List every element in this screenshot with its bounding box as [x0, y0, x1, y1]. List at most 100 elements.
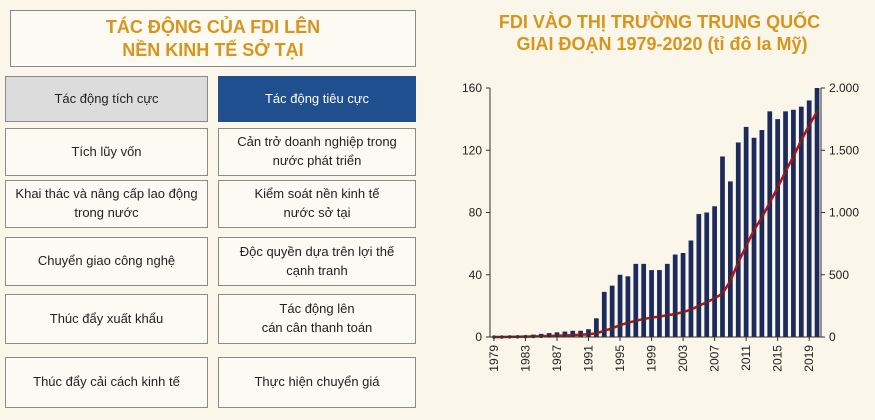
impact-cell: Chuyển giao công nghệ [5, 237, 208, 286]
line-marker [657, 314, 662, 319]
line-marker [681, 310, 685, 314]
bar [743, 126, 749, 337]
line-marker [697, 304, 701, 308]
impact-cell: Thực hiện chuyển giá [218, 357, 416, 408]
bar [767, 111, 773, 337]
line-marker [720, 291, 725, 296]
bar [649, 270, 654, 337]
bar [664, 263, 670, 337]
line-marker [704, 300, 709, 304]
y-tick-label: 120 [462, 143, 482, 157]
line-marker [799, 138, 804, 143]
y-tick-label: 80 [469, 206, 483, 220]
bar [704, 212, 710, 337]
line-marker [728, 279, 733, 283]
line-marker [673, 312, 678, 316]
y2-tick-label: 2.000 [829, 81, 859, 95]
bar [751, 137, 757, 337]
line-marker [602, 328, 607, 333]
line-marker [649, 315, 654, 320]
bar [672, 254, 678, 337]
y-tick-label: 0 [475, 330, 482, 344]
impact-cell: Thúc đẩy xuất khẩu [5, 294, 208, 344]
x-tick-label: 2003 [676, 345, 690, 372]
line-marker [712, 296, 717, 301]
impact-cell: Tác động lên cán cân thanh toán [218, 294, 416, 344]
bar [775, 119, 781, 337]
line-marker [665, 313, 670, 318]
chart-title: FDI VÀO THỊ TRƯỜNG TRUNG QUỐC GIAI ĐOẠN … [499, 11, 825, 54]
header-positive: Tác động tích cực [5, 76, 208, 122]
line-marker [767, 200, 772, 205]
impact-cell: Khai thác và nâng cấp lao động trong nướ… [5, 180, 208, 228]
bar [594, 318, 599, 337]
x-tick-label: 1991 [582, 345, 596, 372]
bar [814, 88, 820, 337]
impact-cell: Độc quyền dựa trên lợi thế cạnh tranh [218, 237, 416, 286]
line-marker [815, 109, 819, 114]
y-tick-label: 160 [462, 81, 482, 95]
bar [728, 181, 733, 337]
line-marker [563, 333, 567, 338]
line-marker [775, 185, 780, 190]
x-tick-label: 1999 [645, 345, 659, 372]
chart-title-line: FDI VÀO THỊ TRƯỜNG TRUNG QUỐC [499, 11, 820, 32]
impact-cell: Tích lũy vốn [5, 128, 208, 176]
line-marker [783, 169, 788, 174]
bar [641, 263, 647, 337]
y2-tick-label: 1.500 [829, 143, 859, 157]
impact-cell: Thúc đẩy cải cách kinh tế [5, 357, 208, 408]
y-tick-label: 40 [469, 268, 483, 282]
bar [791, 109, 796, 337]
bar [625, 276, 631, 337]
chart-title-line: GIAI ĐOẠN 1979-2020 (tỉ đô la Mỹ) [516, 34, 807, 54]
line-marker [791, 154, 796, 159]
line-marker [618, 323, 622, 327]
header-negative: Tác động tiêu cực [218, 76, 416, 122]
bar [680, 252, 686, 337]
bar [735, 142, 741, 337]
panel-title: TÁC ĐỘNG CỦA FDI LÊN NỀN KINH TẾ SỞ TẠI [10, 10, 416, 67]
impact-cell: Kiểm soát nền kinh tế nước sở tại [218, 180, 416, 228]
line-marker [641, 317, 646, 321]
line-marker [760, 215, 764, 220]
bar [798, 106, 804, 337]
impact-cell: Cản trở doanh nghiệp trong nước phát tri… [218, 128, 416, 176]
bar [633, 263, 639, 337]
bar [696, 214, 702, 337]
bar [617, 274, 623, 337]
line-marker [744, 244, 748, 248]
line-marker [807, 123, 811, 128]
line-marker [539, 334, 544, 339]
line-marker [689, 307, 693, 312]
x-tick-label: 2007 [708, 345, 722, 372]
line-marker [633, 319, 638, 323]
line-marker [570, 333, 575, 337]
x-tick-label: 2015 [771, 345, 785, 372]
line-marker [578, 332, 583, 337]
line-marker [736, 260, 741, 265]
x-tick-label: 1987 [550, 345, 564, 372]
bar [688, 240, 694, 337]
y2-tick-label: 500 [829, 268, 849, 282]
bar [609, 285, 615, 337]
x-tick-label: 1995 [613, 345, 627, 372]
bar [720, 156, 725, 337]
y2-tick-label: 0 [829, 330, 836, 344]
line-marker [594, 331, 599, 336]
bar [783, 111, 788, 337]
line-marker [626, 320, 630, 325]
x-tick-label: 2011 [739, 345, 753, 371]
x-tick-label: 2019 [802, 345, 816, 372]
bar [759, 130, 765, 337]
x-tick-label: 1983 [518, 345, 532, 372]
bar [712, 206, 717, 337]
line-marker [752, 228, 756, 232]
bar [601, 291, 607, 337]
line-marker [586, 332, 591, 337]
x-tick-label: 1979 [487, 345, 501, 372]
bar [806, 100, 812, 337]
bar [657, 270, 662, 337]
